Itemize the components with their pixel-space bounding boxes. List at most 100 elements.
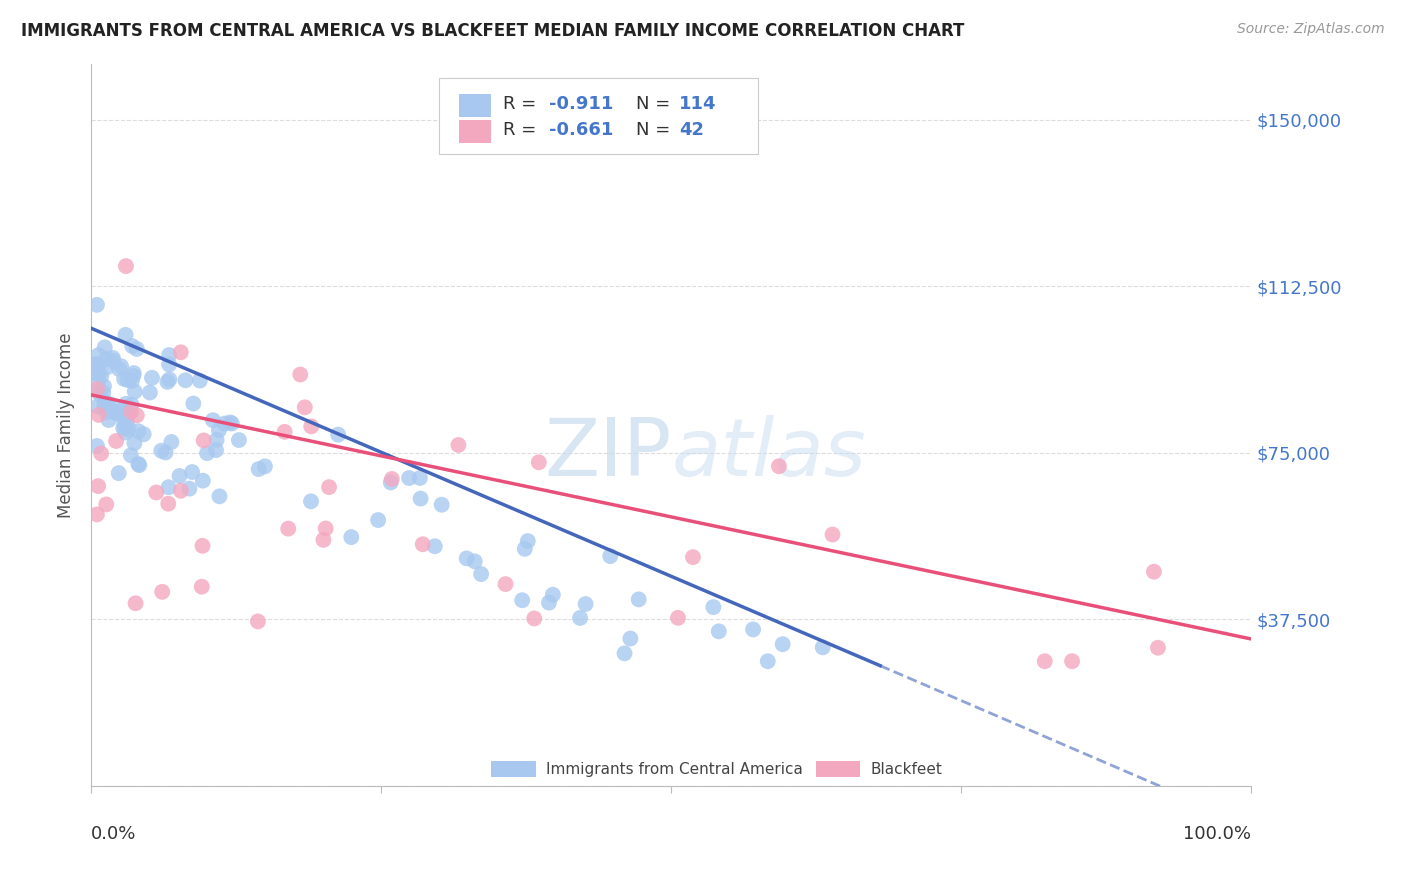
Point: [97, 413, 120, 427]
FancyBboxPatch shape: [817, 761, 860, 777]
Point: [124, 384, 146, 399]
Point: [575, 597, 598, 611]
Point: [412, 537, 434, 551]
Point: [1033, 654, 1056, 668]
Point: [214, 417, 236, 431]
Point: [541, 588, 564, 602]
Text: atlas: atlas: [671, 415, 866, 492]
FancyBboxPatch shape: [458, 120, 492, 144]
Point: [340, 530, 363, 544]
Point: [253, 459, 276, 474]
Point: [157, 480, 180, 494]
Point: [380, 475, 402, 490]
Point: [221, 417, 243, 431]
Point: [96, 405, 118, 419]
Text: N =: N =: [637, 95, 671, 112]
Point: [409, 471, 432, 485]
Point: [87, 408, 110, 422]
Point: [183, 396, 205, 410]
Point: [188, 374, 211, 388]
Point: [1062, 654, 1084, 668]
Point: [191, 580, 214, 594]
Point: [702, 600, 724, 615]
Point: [811, 640, 834, 655]
Point: [120, 404, 142, 418]
Text: 42: 42: [679, 121, 704, 139]
Point: [627, 592, 650, 607]
Point: [312, 533, 335, 547]
Point: [409, 491, 432, 506]
Point: [139, 385, 162, 400]
Point: [181, 465, 204, 479]
Point: [195, 446, 218, 460]
Point: [114, 327, 136, 342]
Point: [1147, 640, 1170, 655]
Point: [299, 494, 322, 508]
Point: [96, 360, 118, 375]
Point: [821, 527, 844, 541]
Text: R =: R =: [503, 121, 536, 139]
Point: [381, 472, 404, 486]
Point: [169, 469, 191, 483]
Point: [118, 407, 141, 421]
Point: [208, 489, 231, 503]
Point: [666, 611, 689, 625]
Point: [93, 400, 115, 414]
Point: [613, 646, 636, 660]
Point: [121, 374, 143, 388]
Point: [96, 351, 118, 366]
Point: [430, 498, 453, 512]
Point: [86, 358, 108, 372]
Point: [315, 521, 337, 535]
Point: [160, 434, 183, 449]
Point: [86, 508, 108, 522]
Point: [125, 409, 148, 423]
Point: [90, 369, 112, 384]
Point: [157, 372, 180, 386]
Point: [456, 551, 478, 566]
Point: [157, 497, 180, 511]
Point: [510, 593, 533, 607]
Point: [619, 632, 641, 646]
Text: 114: 114: [679, 95, 717, 112]
Point: [93, 379, 115, 393]
Point: [179, 482, 201, 496]
Point: [112, 372, 135, 386]
Point: [115, 397, 138, 411]
Point: [682, 550, 704, 565]
Text: R =: R =: [503, 95, 536, 112]
Point: [108, 362, 131, 376]
Point: [205, 443, 228, 458]
Point: [423, 539, 446, 553]
Point: [513, 541, 536, 556]
Point: [516, 534, 538, 549]
Point: [273, 425, 295, 439]
Point: [98, 397, 121, 411]
Point: [1143, 565, 1166, 579]
Point: [447, 438, 470, 452]
Point: [86, 400, 108, 414]
Point: [191, 474, 214, 488]
Point: [219, 416, 242, 430]
Point: [124, 436, 146, 450]
Point: [205, 433, 228, 447]
Point: [112, 401, 135, 415]
Point: [157, 348, 180, 362]
Point: [112, 417, 135, 432]
Point: [118, 422, 141, 436]
Point: [105, 434, 128, 448]
Point: [150, 584, 173, 599]
Point: [86, 298, 108, 312]
Point: [174, 373, 197, 387]
Text: Blackfeet: Blackfeet: [870, 762, 943, 777]
Text: 0.0%: 0.0%: [91, 825, 136, 843]
Point: [86, 439, 108, 453]
FancyBboxPatch shape: [458, 94, 492, 117]
Point: [125, 342, 148, 356]
Point: [122, 368, 145, 383]
Point: [191, 539, 214, 553]
Point: [122, 366, 145, 380]
Point: [115, 259, 138, 273]
Point: [318, 480, 340, 494]
Point: [87, 360, 110, 375]
